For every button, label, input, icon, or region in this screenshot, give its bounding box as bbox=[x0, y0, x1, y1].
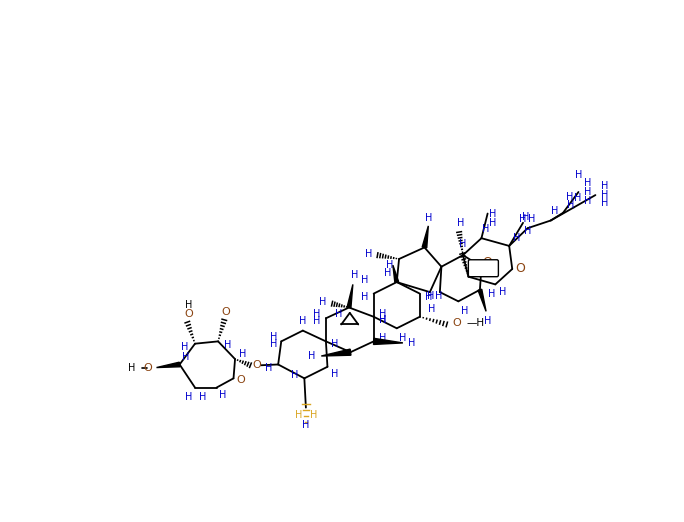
FancyBboxPatch shape bbox=[469, 260, 499, 277]
Text: H: H bbox=[457, 218, 464, 228]
Text: H: H bbox=[428, 304, 435, 314]
Text: H: H bbox=[523, 211, 530, 222]
Text: H: H bbox=[360, 292, 368, 302]
Text: H: H bbox=[518, 214, 526, 224]
Text: H: H bbox=[528, 214, 535, 224]
Text: H: H bbox=[334, 309, 342, 318]
Text: H: H bbox=[425, 292, 433, 302]
Text: H: H bbox=[319, 297, 326, 307]
Text: H: H bbox=[567, 200, 575, 210]
Text: H: H bbox=[399, 333, 406, 342]
Text: H: H bbox=[239, 349, 246, 360]
Text: H: H bbox=[352, 270, 359, 280]
Text: H: H bbox=[295, 410, 302, 420]
Text: H: H bbox=[574, 193, 581, 203]
Text: O: O bbox=[237, 375, 246, 385]
Text: O: O bbox=[483, 256, 492, 269]
Text: H: H bbox=[332, 370, 339, 379]
Text: H: H bbox=[482, 224, 489, 234]
Text: H: H bbox=[461, 305, 468, 316]
Text: H: H bbox=[584, 178, 592, 188]
Text: H: H bbox=[270, 339, 277, 349]
Polygon shape bbox=[347, 284, 353, 308]
Text: H: H bbox=[513, 233, 521, 243]
Text: H: H bbox=[601, 198, 608, 208]
Text: O: O bbox=[222, 307, 231, 317]
Polygon shape bbox=[373, 338, 403, 345]
Text: H: H bbox=[379, 334, 386, 343]
Text: H: H bbox=[224, 340, 231, 350]
Text: H: H bbox=[308, 351, 316, 361]
Text: H: H bbox=[332, 339, 339, 349]
Text: H: H bbox=[524, 226, 531, 235]
Text: H: H bbox=[291, 370, 299, 380]
Text: H: H bbox=[601, 181, 608, 191]
Text: H: H bbox=[310, 410, 317, 420]
Text: H: H bbox=[219, 390, 226, 400]
Text: H: H bbox=[408, 338, 416, 348]
Text: H: H bbox=[313, 309, 320, 318]
Text: H: H bbox=[488, 218, 496, 228]
Text: H: H bbox=[199, 392, 207, 402]
Text: H: H bbox=[129, 363, 135, 373]
Text: O: O bbox=[515, 263, 525, 276]
Text: H: H bbox=[425, 213, 432, 223]
Text: H: H bbox=[584, 187, 592, 197]
Text: H: H bbox=[365, 248, 372, 258]
Text: H: H bbox=[185, 300, 192, 310]
Text: H: H bbox=[551, 206, 558, 216]
Text: —H: —H bbox=[466, 318, 484, 328]
Text: H: H bbox=[270, 332, 277, 342]
Text: H: H bbox=[379, 315, 386, 325]
Text: H: H bbox=[436, 291, 443, 301]
Text: H: H bbox=[458, 240, 466, 250]
Polygon shape bbox=[321, 349, 351, 356]
Text: O: O bbox=[452, 318, 461, 328]
Text: Abs: Abs bbox=[474, 262, 493, 271]
Text: H: H bbox=[566, 192, 574, 201]
Text: H: H bbox=[265, 363, 273, 373]
Polygon shape bbox=[422, 226, 428, 248]
Text: H: H bbox=[360, 275, 368, 285]
Text: H: H bbox=[488, 289, 495, 299]
Polygon shape bbox=[393, 265, 399, 282]
Text: H: H bbox=[299, 316, 306, 326]
Text: H: H bbox=[575, 170, 582, 180]
Text: H: H bbox=[488, 209, 496, 219]
Text: H: H bbox=[427, 291, 434, 301]
Text: H: H bbox=[484, 316, 491, 326]
Text: H: H bbox=[379, 315, 386, 325]
Text: H: H bbox=[384, 268, 391, 278]
Text: O: O bbox=[252, 360, 261, 370]
Polygon shape bbox=[157, 362, 180, 367]
Text: H: H bbox=[379, 309, 386, 318]
Text: H: H bbox=[185, 392, 192, 402]
Polygon shape bbox=[478, 289, 486, 311]
Text: H: H bbox=[181, 342, 189, 352]
Text: H: H bbox=[601, 190, 608, 200]
Text: H: H bbox=[584, 196, 592, 206]
Text: H: H bbox=[182, 352, 189, 362]
Text: O: O bbox=[185, 310, 193, 319]
Text: H: H bbox=[499, 287, 507, 297]
Text: H: H bbox=[386, 260, 393, 270]
Text: H: H bbox=[302, 420, 310, 430]
Text: H: H bbox=[313, 316, 320, 326]
Text: O: O bbox=[143, 363, 152, 373]
